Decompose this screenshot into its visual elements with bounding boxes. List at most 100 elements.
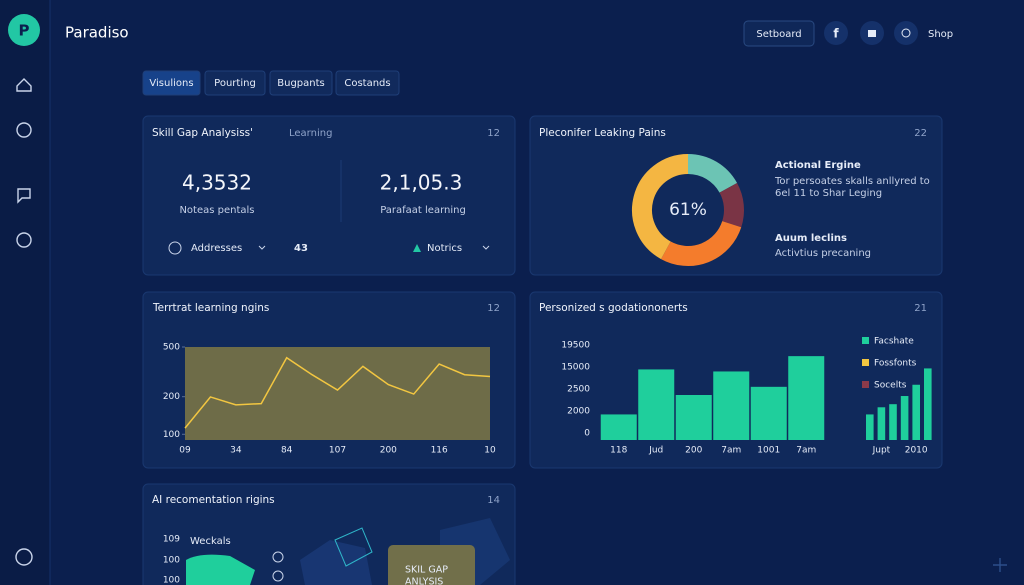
dropdown-label[interactable]: Addresses bbox=[191, 243, 242, 254]
social-icon-glyph: f bbox=[833, 27, 839, 41]
metric-label: Parafaat learning bbox=[380, 205, 466, 216]
shop-link[interactable]: Shop bbox=[928, 29, 953, 40]
legend-label: Fossfonts bbox=[874, 359, 917, 369]
plus-icon[interactable] bbox=[993, 558, 1007, 572]
bag-glyph bbox=[868, 30, 876, 37]
user-icon[interactable] bbox=[894, 21, 918, 45]
plot-area bbox=[185, 347, 490, 440]
tab[interactable] bbox=[335, 70, 400, 96]
card bbox=[142, 115, 516, 276]
tab-label: Visulions bbox=[149, 78, 193, 89]
x-tick-label: 7am bbox=[721, 446, 741, 456]
card-badge: 12 bbox=[487, 303, 500, 314]
x-tick-label: 09 bbox=[179, 446, 191, 456]
logo-letter: P bbox=[19, 22, 30, 40]
mini-x-label: Jupt bbox=[872, 446, 891, 456]
header-button-label: Setboard bbox=[756, 29, 801, 40]
donut-center-label: 61% bbox=[669, 200, 707, 220]
chevron[interactable] bbox=[482, 245, 490, 250]
y-tick-label: 2000 bbox=[567, 407, 590, 417]
mini-x-label: 2010 bbox=[905, 446, 928, 456]
bar bbox=[788, 356, 825, 440]
y-tick-label: 0 bbox=[584, 429, 590, 439]
y-label: 100 bbox=[163, 576, 180, 585]
option-dot[interactable] bbox=[272, 551, 284, 563]
y-tick-label: 15000 bbox=[561, 363, 590, 373]
donut-segment bbox=[661, 220, 742, 266]
x-tick-label: 7am bbox=[796, 446, 816, 456]
legend-label: Socelts bbox=[874, 381, 907, 391]
bar bbox=[713, 371, 750, 440]
y-tick-label: 100 bbox=[163, 430, 180, 440]
card-title: Terrtrat learning ngins bbox=[152, 302, 269, 314]
bar bbox=[638, 369, 675, 440]
x-tick-label: Jud bbox=[648, 446, 663, 456]
bar bbox=[600, 414, 637, 440]
y-label: 100 bbox=[163, 556, 180, 566]
tab[interactable] bbox=[142, 70, 201, 96]
decor-polygon bbox=[334, 527, 373, 567]
card-badge: 14 bbox=[487, 495, 500, 506]
logo[interactable] bbox=[8, 14, 40, 46]
bar bbox=[750, 386, 787, 440]
legend-swatch bbox=[862, 381, 869, 388]
insight-text: SKIL GAP bbox=[405, 565, 448, 576]
y-label: 109 bbox=[163, 535, 180, 545]
decor-shape bbox=[186, 554, 255, 585]
card-subtitle: Learning bbox=[289, 128, 332, 139]
donut-segment bbox=[687, 154, 738, 194]
note-heading: Auum leclins bbox=[775, 233, 847, 244]
tab-label: Pourting bbox=[214, 78, 256, 89]
legend-label: Facshate bbox=[874, 337, 914, 347]
note-line: 6el 11 to Shar Leging bbox=[775, 188, 882, 199]
mini-bar bbox=[866, 414, 874, 440]
x-tick-label: 1001 bbox=[757, 446, 780, 456]
y-tick-label: 19500 bbox=[561, 341, 590, 351]
decor-polygon bbox=[300, 540, 372, 585]
brand-name: Paradiso bbox=[65, 24, 129, 42]
mini-bar bbox=[889, 404, 897, 440]
insight-card[interactable] bbox=[388, 545, 475, 585]
card-title: Skill Gap Analysiss' bbox=[152, 127, 253, 139]
y-tick-label: 200 bbox=[163, 392, 180, 402]
mini-bar bbox=[877, 407, 886, 440]
card-badge: 21 bbox=[914, 303, 927, 314]
sidebar bbox=[0, 0, 50, 585]
x-tick-label: 107 bbox=[329, 446, 346, 456]
card-badge: 22 bbox=[914, 128, 927, 139]
home-icon[interactable] bbox=[16, 78, 32, 92]
dropdown-label[interactable]: Notrics bbox=[427, 243, 462, 254]
tab-label: Bugpants bbox=[277, 78, 325, 89]
card-title: Personized s godationonerts bbox=[539, 302, 688, 314]
settings-icon[interactable] bbox=[16, 232, 32, 248]
card-title: AI recomentation rigins bbox=[152, 494, 275, 506]
note-line: Activtius precaning bbox=[775, 248, 871, 259]
power-icon[interactable] bbox=[15, 548, 33, 566]
tab[interactable] bbox=[204, 70, 266, 96]
mini-bar bbox=[924, 368, 932, 440]
y-tick-label: 500 bbox=[163, 343, 180, 353]
metric-value: 4,3532 bbox=[182, 171, 252, 195]
legend-label: Weckals bbox=[190, 536, 231, 547]
count: 43 bbox=[294, 243, 308, 254]
tab[interactable] bbox=[269, 70, 333, 96]
chat-icon[interactable] bbox=[17, 188, 31, 204]
donut-segment bbox=[719, 183, 744, 228]
option-dot[interactable] bbox=[272, 570, 284, 582]
tab-label: Costands bbox=[344, 78, 390, 89]
y-tick-label: 2500 bbox=[567, 385, 590, 395]
header-button[interactable] bbox=[743, 20, 815, 47]
mini-bar bbox=[900, 396, 909, 440]
user-glyph bbox=[901, 28, 911, 38]
x-tick-label: 118 bbox=[610, 446, 627, 456]
social-icon[interactable] bbox=[824, 21, 848, 45]
card-badge: 12 bbox=[487, 128, 500, 139]
x-tick-label: 116 bbox=[431, 446, 448, 456]
card-title: Pleconifer Leaking Pains bbox=[539, 127, 666, 139]
globe-icon[interactable] bbox=[16, 122, 32, 138]
x-tick-label: 34 bbox=[230, 446, 242, 456]
chevron[interactable] bbox=[258, 245, 266, 250]
insight-text: ANLYSIS bbox=[405, 577, 443, 585]
line bbox=[184, 356, 491, 429]
